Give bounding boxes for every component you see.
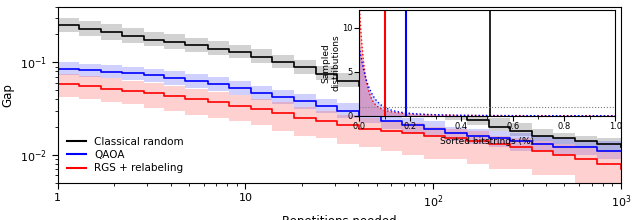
Legend: Classical random, QAOA, RGS + relabeling: Classical random, QAOA, RGS + relabeling [63,133,188,177]
Y-axis label: Gap: Gap [2,83,15,106]
X-axis label: Repetitions needed: Repetitions needed [282,215,397,220]
